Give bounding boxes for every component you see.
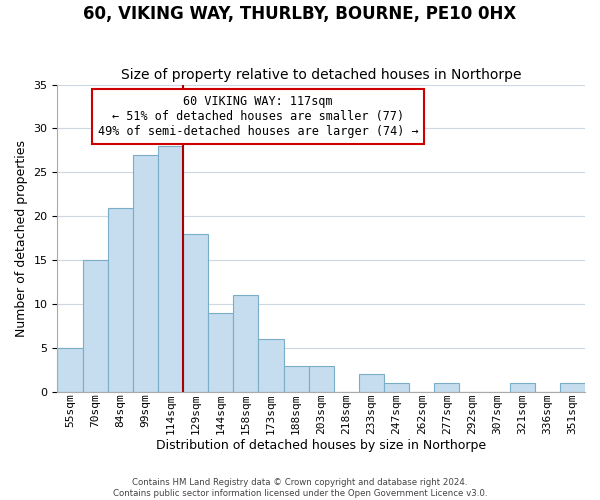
Bar <box>107 208 133 392</box>
Title: Size of property relative to detached houses in Northorpe: Size of property relative to detached ho… <box>121 68 521 82</box>
Bar <box>384 384 409 392</box>
Bar <box>434 384 460 392</box>
Text: Contains HM Land Registry data © Crown copyright and database right 2024.
Contai: Contains HM Land Registry data © Crown c… <box>113 478 487 498</box>
Bar <box>284 366 308 392</box>
Bar <box>58 348 83 392</box>
Bar <box>308 366 334 392</box>
Bar <box>158 146 183 392</box>
Y-axis label: Number of detached properties: Number of detached properties <box>15 140 28 337</box>
Text: 60, VIKING WAY, THURLBY, BOURNE, PE10 0HX: 60, VIKING WAY, THURLBY, BOURNE, PE10 0H… <box>83 5 517 23</box>
Bar <box>509 384 535 392</box>
Text: 60 VIKING WAY: 117sqm
← 51% of detached houses are smaller (77)
49% of semi-deta: 60 VIKING WAY: 117sqm ← 51% of detached … <box>98 96 418 138</box>
Bar <box>233 296 259 392</box>
X-axis label: Distribution of detached houses by size in Northorpe: Distribution of detached houses by size … <box>156 440 486 452</box>
Bar <box>133 155 158 392</box>
Bar <box>259 340 284 392</box>
Bar <box>208 313 233 392</box>
Bar <box>83 260 107 392</box>
Bar <box>359 374 384 392</box>
Bar <box>560 384 585 392</box>
Bar <box>183 234 208 392</box>
